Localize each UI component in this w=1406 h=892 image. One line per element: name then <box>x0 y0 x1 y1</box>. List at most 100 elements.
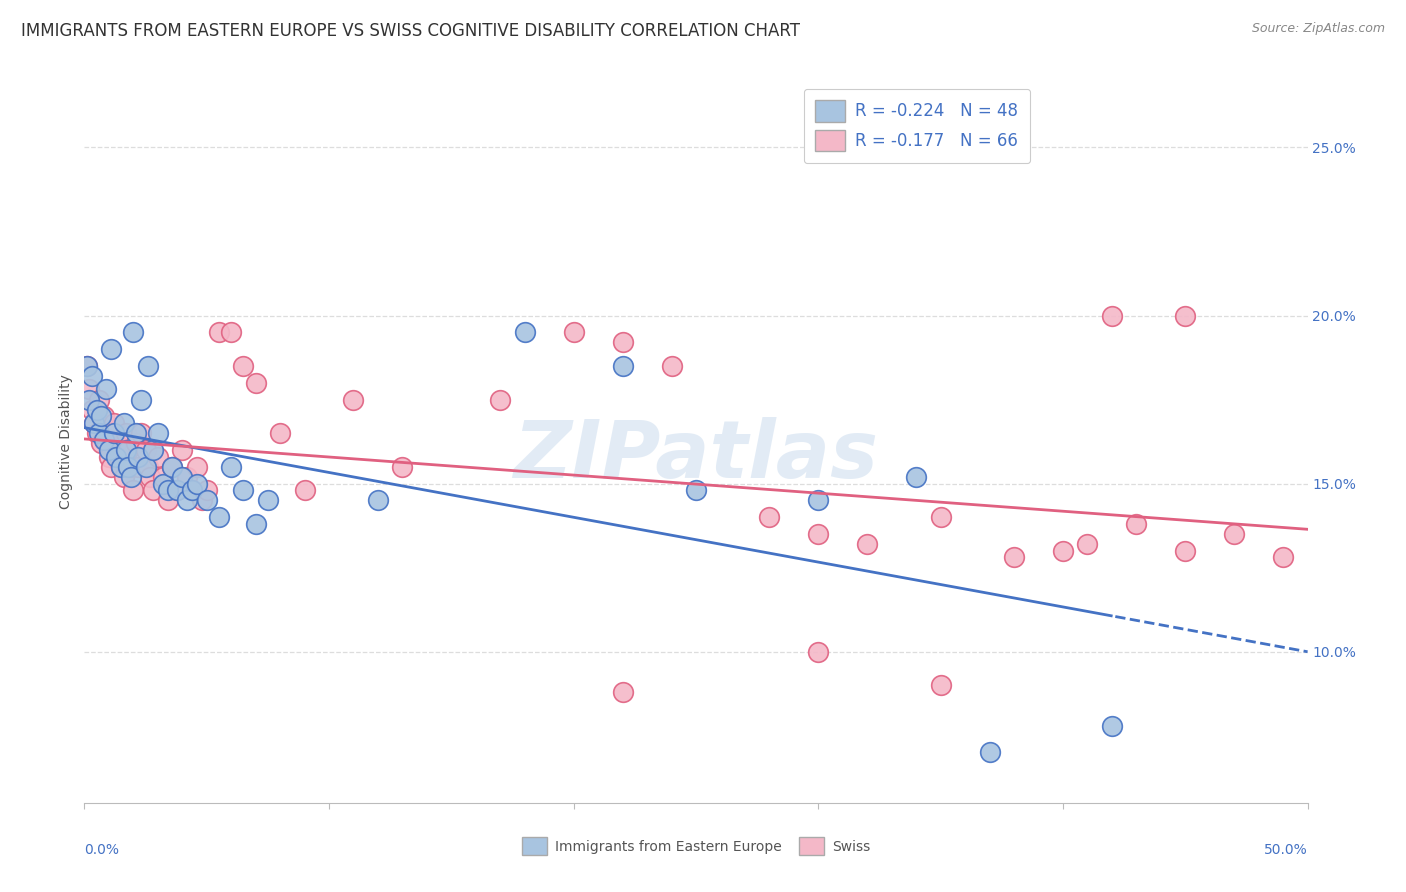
Point <box>172 470 194 484</box>
Point <box>80 369 103 384</box>
Point <box>1174 543 1197 558</box>
Text: Source: ZipAtlas.com: Source: ZipAtlas.com <box>1251 22 1385 36</box>
Point <box>979 745 1001 759</box>
Point <box>76 359 98 373</box>
Point <box>146 450 169 464</box>
Point <box>87 392 110 407</box>
Point <box>83 416 105 430</box>
Point <box>110 459 132 474</box>
Point <box>120 459 142 474</box>
Point <box>176 493 198 508</box>
Point <box>166 483 188 498</box>
Point <box>513 326 536 340</box>
Point <box>1076 537 1098 551</box>
Point <box>103 426 125 441</box>
Point <box>807 644 830 658</box>
Point <box>562 326 585 340</box>
Point <box>110 459 132 474</box>
Point <box>129 426 152 441</box>
Point <box>107 450 129 464</box>
Point <box>342 392 364 407</box>
Point <box>269 426 291 441</box>
Point <box>181 483 204 498</box>
Point <box>80 402 103 417</box>
Point <box>90 409 112 424</box>
Point <box>77 392 100 407</box>
Point <box>807 493 830 508</box>
Point <box>136 359 159 373</box>
Point <box>195 483 218 498</box>
Point <box>93 409 115 424</box>
Point <box>612 685 634 699</box>
Point <box>83 416 105 430</box>
Point <box>122 483 145 498</box>
Point <box>117 442 139 457</box>
Point <box>232 359 254 373</box>
Point <box>1174 309 1197 323</box>
Point <box>1101 718 1123 732</box>
Point <box>125 436 148 450</box>
Point <box>115 442 138 457</box>
Point <box>489 392 512 407</box>
Point <box>162 459 184 474</box>
Point <box>208 326 231 340</box>
Point <box>112 416 135 430</box>
Point <box>1002 550 1025 565</box>
Point <box>929 678 952 692</box>
Text: IMMIGRANTS FROM EASTERN EUROPE VS SWISS COGNITIVE DISABILITY CORRELATION CHART: IMMIGRANTS FROM EASTERN EUROPE VS SWISS … <box>21 22 800 40</box>
Point <box>77 383 100 397</box>
Point <box>156 493 179 508</box>
Point <box>96 433 118 447</box>
Point <box>245 376 267 390</box>
Point <box>1101 309 1123 323</box>
Text: 0.0%: 0.0% <box>84 843 120 856</box>
Point <box>152 476 174 491</box>
Point <box>93 433 115 447</box>
Point <box>1052 543 1074 558</box>
Point <box>103 416 125 430</box>
Text: 50.0%: 50.0% <box>1264 843 1308 856</box>
Point <box>156 483 179 498</box>
Point <box>856 537 879 551</box>
Point <box>1125 516 1147 531</box>
Point <box>135 442 157 457</box>
Point <box>136 459 159 474</box>
Point <box>191 493 214 508</box>
Text: ZIPatlas: ZIPatlas <box>513 417 879 495</box>
Point <box>122 326 145 340</box>
Point <box>125 426 148 441</box>
Point <box>807 527 830 541</box>
Point <box>208 510 231 524</box>
Point <box>100 342 122 356</box>
Point <box>86 426 108 441</box>
Point <box>127 459 149 474</box>
Point <box>685 483 707 498</box>
Legend: Immigrants from Eastern Europe, Swiss: Immigrants from Eastern Europe, Swiss <box>516 832 876 861</box>
Point <box>661 359 683 373</box>
Point <box>181 483 204 498</box>
Point <box>186 476 208 491</box>
Point <box>152 470 174 484</box>
Point <box>176 470 198 484</box>
Point <box>142 442 165 457</box>
Point <box>120 470 142 484</box>
Point <box>129 392 152 407</box>
Point <box>1272 550 1295 565</box>
Point <box>758 510 780 524</box>
Point <box>112 470 135 484</box>
Point <box>97 442 120 457</box>
Point <box>195 493 218 508</box>
Point <box>219 326 242 340</box>
Point <box>117 459 139 474</box>
Point <box>612 359 634 373</box>
Point <box>186 459 208 474</box>
Point <box>612 335 634 350</box>
Point <box>100 459 122 474</box>
Point <box>142 483 165 498</box>
Point <box>90 436 112 450</box>
Point <box>219 459 242 474</box>
Point <box>127 450 149 464</box>
Point <box>905 470 928 484</box>
Point <box>245 516 267 531</box>
Point <box>139 470 162 484</box>
